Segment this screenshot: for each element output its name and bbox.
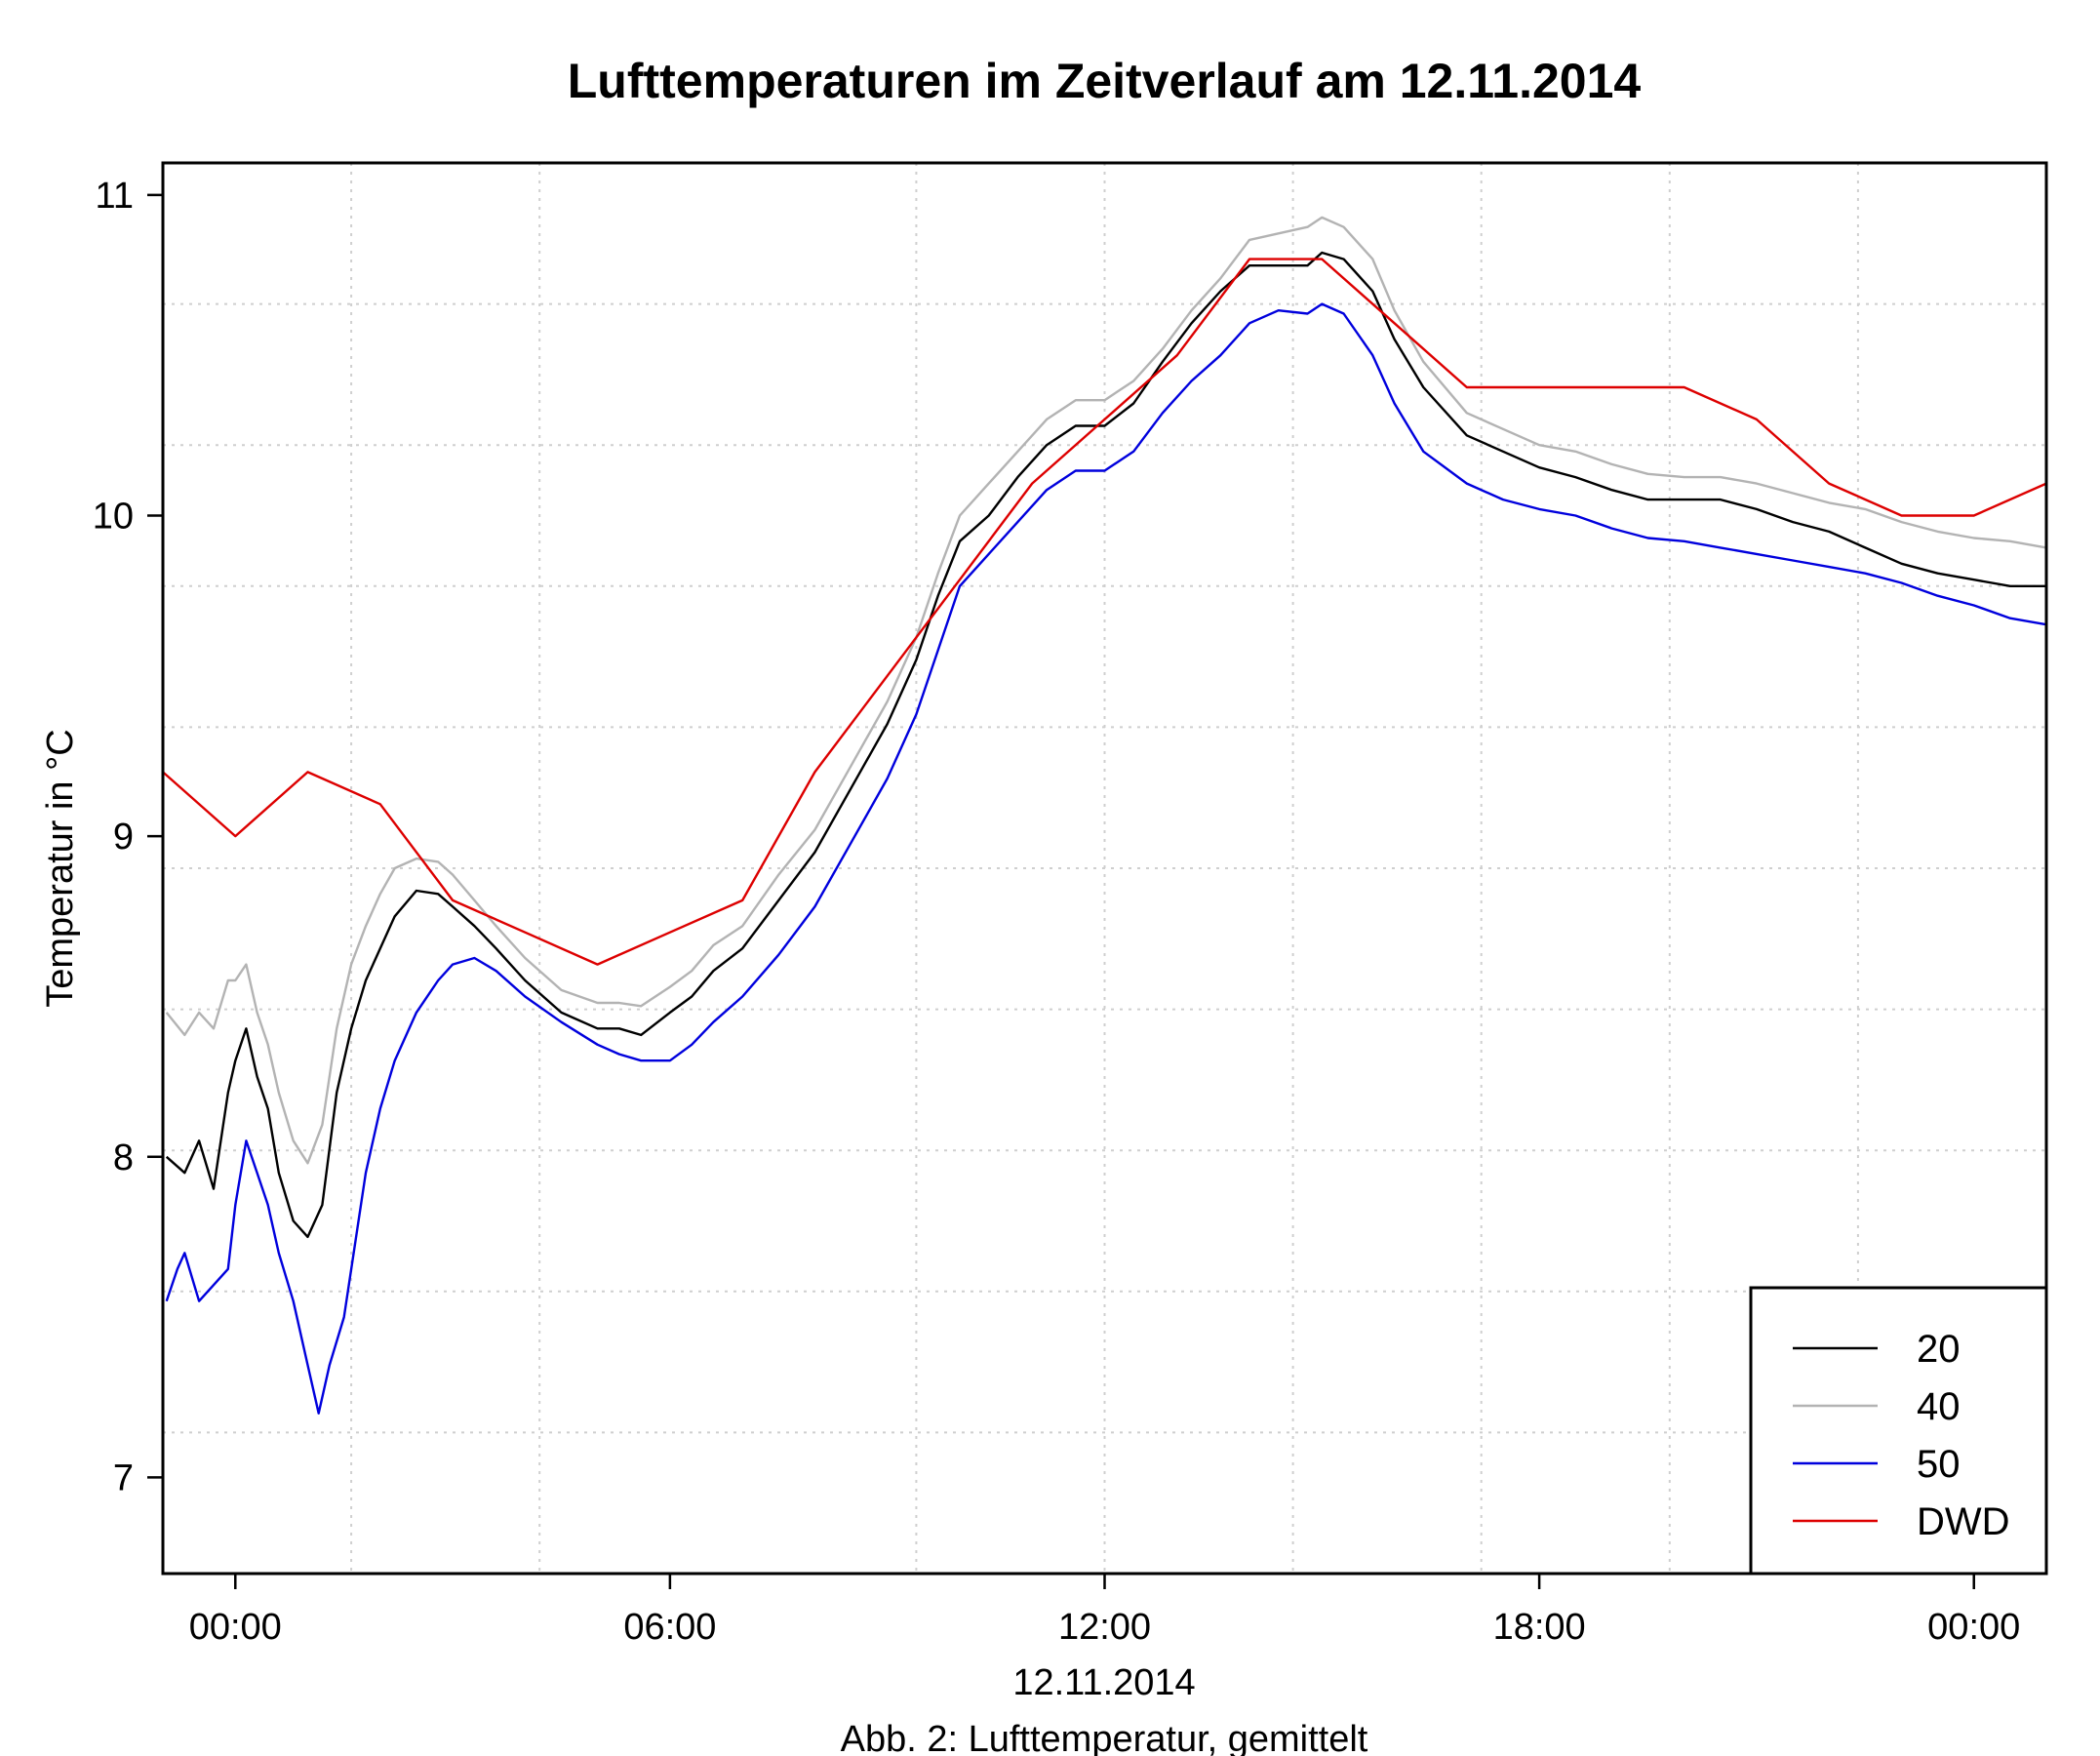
x-tick-label-1: 06:00 — [623, 1607, 716, 1648]
y-tick-label-9: 9 — [113, 817, 134, 858]
x-tick-label-2: 12:00 — [1058, 1607, 1151, 1648]
x-axis: 00:00 06:00 12:00 18:00 00:00 — [189, 1574, 2020, 1648]
y-tick-label-8: 8 — [113, 1137, 134, 1178]
series-line-40 — [165, 216, 2047, 1165]
y-tick-label-10: 10 — [93, 497, 134, 538]
legend-label-20: 20 — [1917, 1328, 1961, 1371]
chart-title: Lufttemperaturen im Zeitverlauf am 12.11… — [568, 54, 1642, 108]
x-axis-date-label: 12.11.2014 — [1012, 1662, 1195, 1703]
series-lines — [162, 216, 2047, 1415]
series-line-dwd — [162, 258, 2047, 966]
legend-label-40: 40 — [1917, 1385, 1961, 1428]
y-axis: 7 8 9 10 11 — [93, 176, 163, 1498]
y-axis-label: Temperatur in °C — [40, 729, 81, 1008]
legend: 20 40 50 DWD — [1749, 1286, 2048, 1576]
legend-box — [1749, 1286, 2048, 1576]
series-line-20 — [165, 251, 2046, 1239]
x-tick-label-3: 18:00 — [1493, 1607, 1586, 1648]
legend-label-50: 50 — [1917, 1443, 1961, 1486]
grid-lines — [163, 163, 2046, 1574]
y-tick-label-7: 7 — [113, 1457, 134, 1498]
figure-caption: Abb. 2: Lufttemperatur, gemittelt — [841, 1719, 1368, 1756]
y-tick-label-11: 11 — [96, 176, 134, 217]
x-tick-label-0: 00:00 — [189, 1607, 282, 1648]
x-tick-label-4: 00:00 — [1927, 1607, 2020, 1648]
legend-label-dwd: DWD — [1917, 1500, 2010, 1543]
series-line-50 — [165, 302, 2047, 1415]
